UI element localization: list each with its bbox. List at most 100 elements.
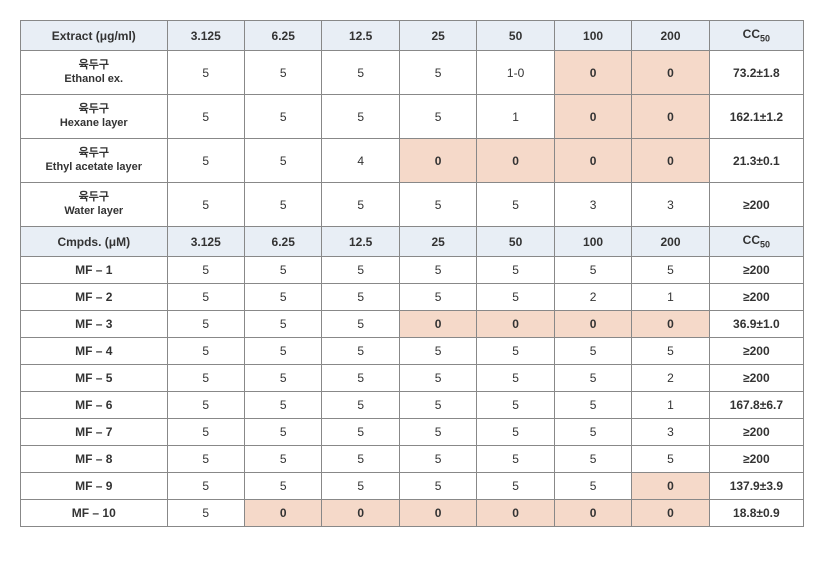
table-row: 육두구Water layer5555533≥200 <box>21 183 804 227</box>
row-label: MF – 6 <box>21 392 168 419</box>
data-cell: 0 <box>399 311 476 338</box>
data-cell: 5 <box>245 139 322 183</box>
cc50-cell: 18.8±0.9 <box>709 500 803 527</box>
data-cell: 5 <box>245 419 322 446</box>
data-cell: 5 <box>167 95 244 139</box>
data-cell: 5 <box>245 338 322 365</box>
cc50-cell: 167.8±6.7 <box>709 392 803 419</box>
table-row: MF – 75555553≥200 <box>21 419 804 446</box>
data-cell: 5 <box>399 183 476 227</box>
data-cell: 5 <box>245 365 322 392</box>
data-cell: 5 <box>322 257 399 284</box>
data-cell: 5 <box>167 284 244 311</box>
data-cell: 5 <box>477 284 554 311</box>
data-cell: 0 <box>322 500 399 527</box>
data-cell: 5 <box>245 311 322 338</box>
header-col: 12.5 <box>322 21 399 51</box>
data-cell: 5 <box>167 139 244 183</box>
data-cell: 0 <box>477 139 554 183</box>
data-cell: 0 <box>399 139 476 183</box>
header-col: 12.5 <box>322 227 399 257</box>
cc50-cell: ≥200 <box>709 419 803 446</box>
data-cell: 5 <box>167 419 244 446</box>
data-cell: 5 <box>322 183 399 227</box>
cc50-cell: ≥200 <box>709 257 803 284</box>
cc50-cell: 137.9±3.9 <box>709 473 803 500</box>
data-cell: 5 <box>245 183 322 227</box>
data-cell: 5 <box>632 338 709 365</box>
header-col: 50 <box>477 227 554 257</box>
cc50-cell: ≥200 <box>709 446 803 473</box>
data-cell: 4 <box>322 139 399 183</box>
header-cc50: CC50 <box>709 227 803 257</box>
data-cell: 0 <box>632 500 709 527</box>
data-cell: 5 <box>167 311 244 338</box>
data-cell: 5 <box>477 257 554 284</box>
row-label: 육두구 Hexane layer <box>21 95 168 139</box>
data-cell: 5 <box>322 473 399 500</box>
data-cell: 5 <box>322 446 399 473</box>
data-cell: 0 <box>399 500 476 527</box>
data-cell: 5 <box>322 338 399 365</box>
data-cell: 5 <box>167 183 244 227</box>
cc50-cell: 162.1±1.2 <box>709 95 803 139</box>
data-cell: 5 <box>399 95 476 139</box>
data-cell: 5 <box>245 51 322 95</box>
row-label: MF – 9 <box>21 473 168 500</box>
header-col: 3.125 <box>167 21 244 51</box>
data-cell: 2 <box>554 284 631 311</box>
data-cell: 5 <box>477 338 554 365</box>
table-row: MF – 65555551167.8±6.7 <box>21 392 804 419</box>
header-col: 50 <box>477 21 554 51</box>
data-cell: 5 <box>477 392 554 419</box>
data-cell: 5 <box>554 473 631 500</box>
table-row: 육두구Ethyl acetate layer554000021.3±0.1 <box>21 139 804 183</box>
data-cell: 5 <box>554 257 631 284</box>
table-row: 육두구Ethanol ex.55551-00073.2±1.8 <box>21 51 804 95</box>
data-cell: 5 <box>477 419 554 446</box>
data-cell: 5 <box>399 419 476 446</box>
data-cell: 5 <box>477 365 554 392</box>
cc50-cell: 36.9±1.0 <box>709 311 803 338</box>
data-cell: 0 <box>632 95 709 139</box>
data-cell: 5 <box>554 392 631 419</box>
data-cell: 0 <box>554 500 631 527</box>
cc50-cell: ≥200 <box>709 365 803 392</box>
header-col: 200 <box>632 21 709 51</box>
cc50-cell: ≥200 <box>709 284 803 311</box>
table-row: MF – 95555550137.9±3.9 <box>21 473 804 500</box>
header-col: 100 <box>554 227 631 257</box>
data-cell: 1 <box>477 95 554 139</box>
row-label: 육두구Water layer <box>21 183 168 227</box>
data-cell: 5 <box>167 257 244 284</box>
data-cell: 5 <box>632 446 709 473</box>
cc50-cell: ≥200 <box>709 183 803 227</box>
data-cell: 5 <box>167 365 244 392</box>
table-row: MF – 10500000018.8±0.9 <box>21 500 804 527</box>
data-cell: 5 <box>399 473 476 500</box>
table-row: MF – 55555552≥200 <box>21 365 804 392</box>
data-cell: 5 <box>399 257 476 284</box>
table-row: MF – 3555000036.9±1.0 <box>21 311 804 338</box>
data-cell: 1 <box>632 284 709 311</box>
table-header-row: Extract (μg/ml)3.1256.2512.52550100200CC… <box>21 21 804 51</box>
label-kr: 육두구 <box>79 103 109 115</box>
data-cell: 0 <box>554 51 631 95</box>
data-cell: 5 <box>245 95 322 139</box>
header-cc50: CC50 <box>709 21 803 51</box>
table-row: MF – 15555555≥200 <box>21 257 804 284</box>
data-cell: 5 <box>399 392 476 419</box>
data-cell: 5 <box>399 338 476 365</box>
data-cell: 0 <box>245 500 322 527</box>
data-cell: 5 <box>167 500 244 527</box>
data-cell: 2 <box>632 365 709 392</box>
header-col: 100 <box>554 21 631 51</box>
row-label: MF – 10 <box>21 500 168 527</box>
label-en: Hexane layer <box>60 117 128 129</box>
table-header-row: Cmpds. (μM)3.1256.2512.52550100200CC50 <box>21 227 804 257</box>
label-kr: 육두구 <box>79 191 109 203</box>
data-cell: 5 <box>167 392 244 419</box>
table-row: MF – 85555555≥200 <box>21 446 804 473</box>
data-cell: 5 <box>632 257 709 284</box>
data-cell: 5 <box>322 365 399 392</box>
